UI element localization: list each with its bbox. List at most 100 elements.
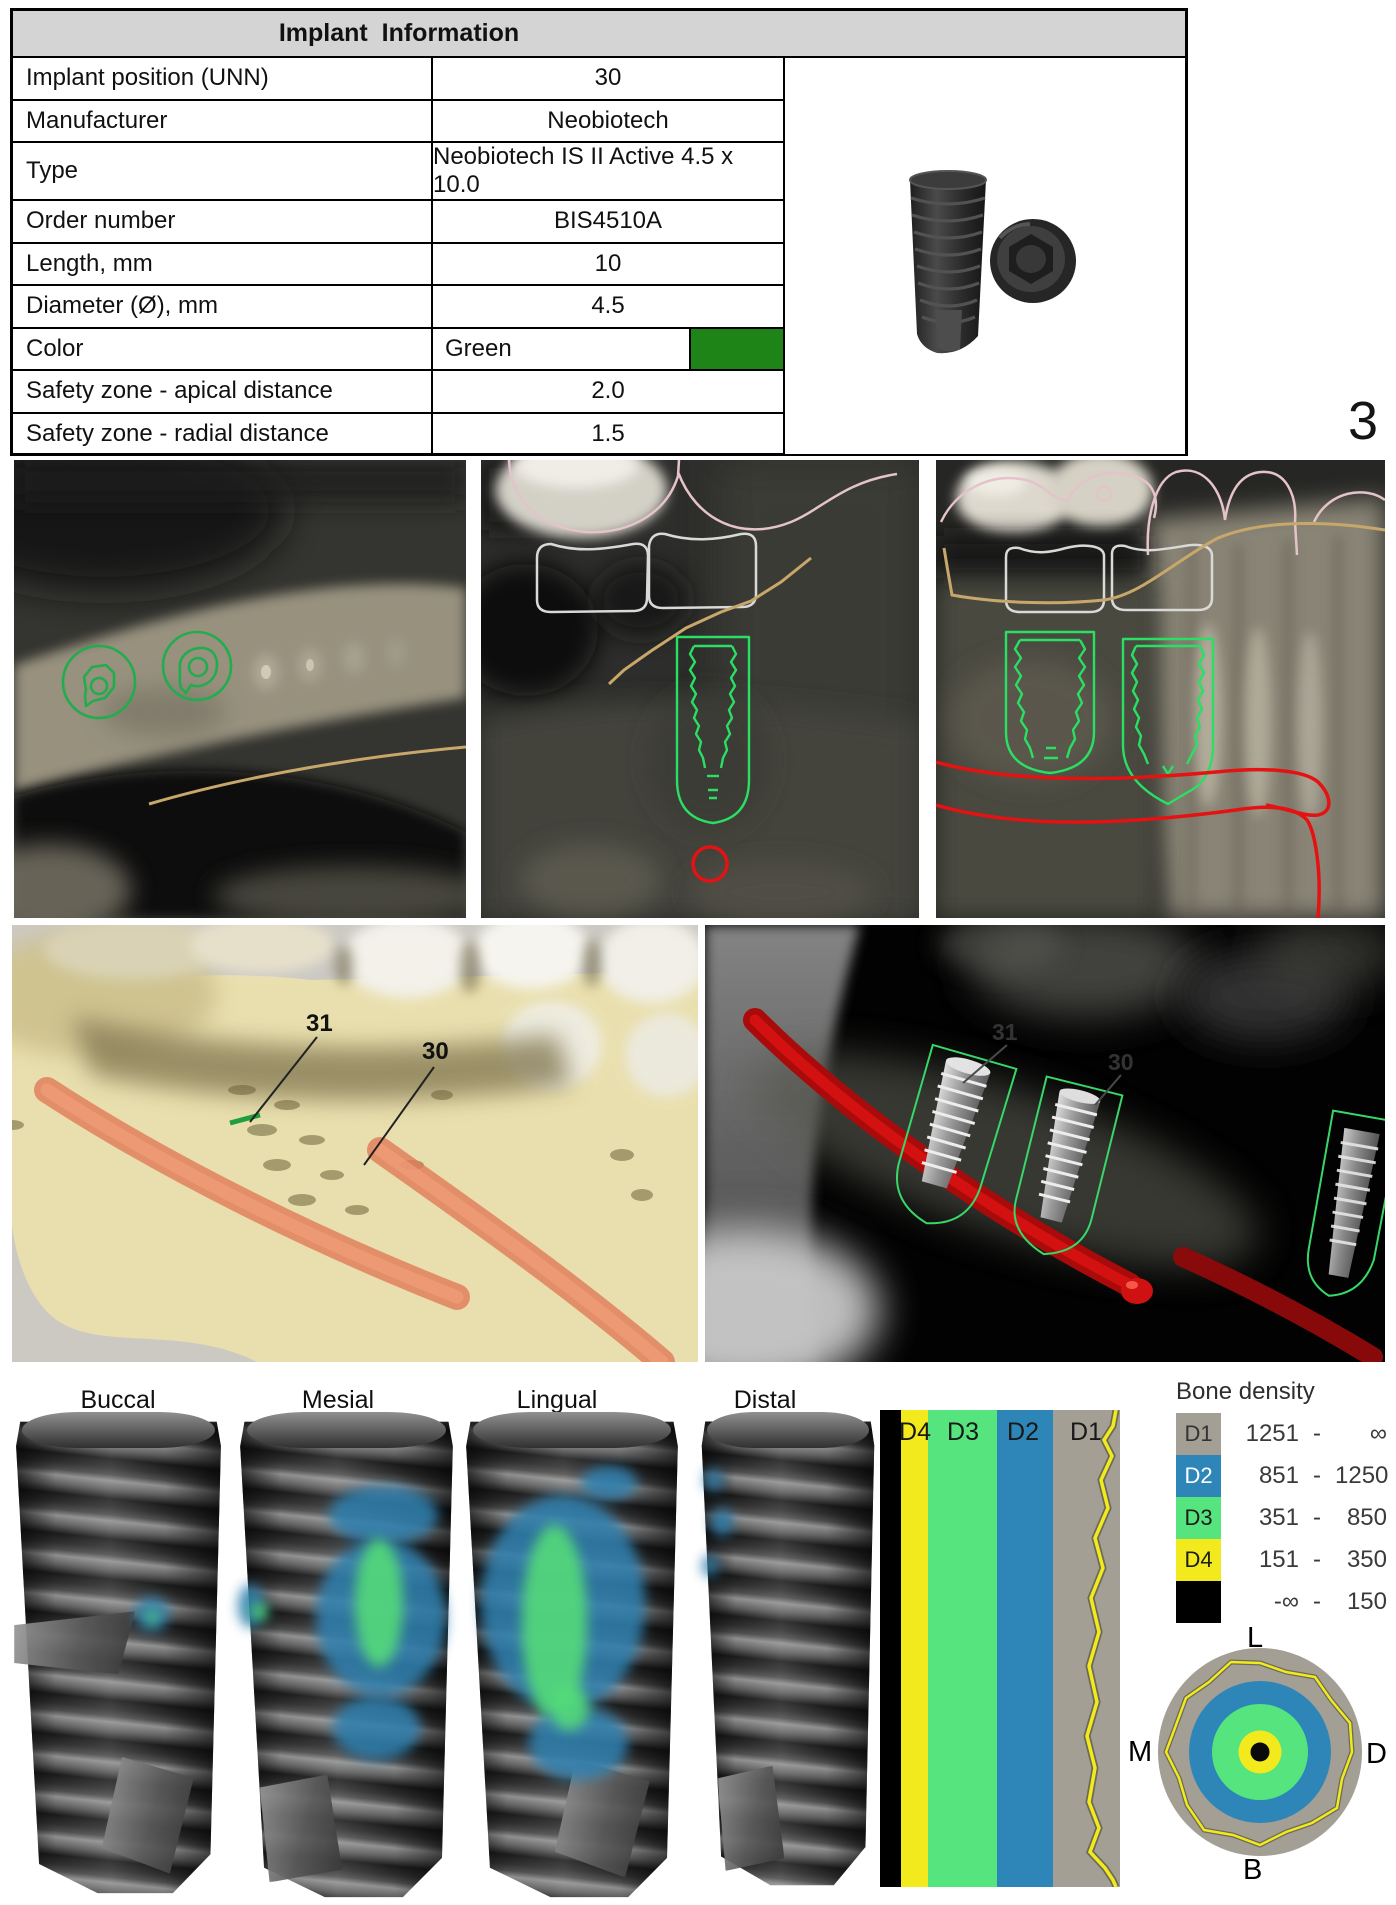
view-label-mesial: Mesial [301, 1386, 375, 1414]
color-name: Green [445, 334, 512, 362]
nerve-canal-xray [743, 1008, 1383, 1362]
implant-outline-green [675, 635, 751, 825]
density-overlay [550, 1686, 590, 1731]
page-number: 3 [1347, 391, 1378, 451]
row-value: Neobiotech [547, 106, 669, 134]
panoramic-curve [148, 745, 466, 806]
density-overlay [329, 1485, 438, 1545]
ct-cross-section-panel [481, 460, 919, 918]
ct-axial-image [14, 460, 466, 918]
density-overlay [710, 1507, 734, 1537]
table-row: Diameter (Ø), mm 4.5 [13, 286, 783, 329]
implant-screw-top [707, 1412, 869, 1448]
density-overlay [701, 1555, 718, 1577]
density-cross-section-diagram [1158, 1648, 1362, 1856]
row-label: Color [13, 328, 433, 369]
implant-screw-top [246, 1412, 447, 1448]
legend-row-below: -∞ - 150 [1176, 1581, 1390, 1623]
range-to: 150 [1346, 1588, 1387, 1615]
implant-render-icon [909, 170, 1076, 354]
implant-partial-xray [1306, 1109, 1385, 1297]
legend-swatch-d2: D2 [1176, 1455, 1221, 1497]
nerve-canal-contour [936, 760, 1331, 918]
range-dash: - [1313, 1504, 1321, 1531]
implant-label-31: 31 [992, 1019, 1018, 1045]
xray-render-panel: 31 30 [705, 925, 1385, 1362]
implant-product-image [785, 58, 1185, 454]
row-label: Type [13, 143, 433, 199]
legend-row-d1: D1 1251 - ∞ [1176, 1413, 1390, 1455]
table-row: Order number BIS4510A [13, 201, 783, 244]
leader-line [962, 1044, 1008, 1084]
range-dash: - [1313, 1588, 1321, 1615]
implant-view-buccal [14, 1412, 223, 1898]
crown-contours-white [535, 532, 758, 614]
legend-title: Bone density [1176, 1378, 1315, 1405]
row-value: Green [433, 328, 783, 369]
density-overlay [333, 1696, 421, 1760]
implant-info-table: Implant Information Implant position (UN… [10, 8, 1188, 456]
implant-view-lingual [464, 1412, 680, 1902]
legend-swatch-d3: D3 [1176, 1497, 1221, 1539]
panoramic-curve [942, 521, 1385, 605]
bone-3d-image: 31 30 [12, 925, 698, 1362]
row-value: 1.5 [591, 419, 625, 447]
table-row: Implant position (UNN) 30 [13, 58, 783, 101]
density-boundary-ring [1163, 1659, 1355, 1848]
density-overlay [251, 1603, 269, 1621]
range-from: 351 [1258, 1504, 1299, 1531]
screw-flute [259, 1774, 343, 1883]
legend-swatch-below [1176, 1581, 1221, 1623]
range-dash: - [1313, 1546, 1321, 1573]
row-label: Safety zone - apical distance [13, 371, 433, 412]
table-rows: Implant position (UNN) 30 Manufacturer N… [13, 58, 785, 454]
implant-outlines-green [1004, 630, 1215, 806]
color-swatch [689, 328, 783, 369]
nerve-canal-contour [691, 845, 729, 883]
row-value: 30 [594, 64, 622, 92]
bone-density-legend: Bone density D1 1251 - ∞ D2 851 - 1250 D… [1176, 1378, 1390, 1623]
row-value: 2.0 [591, 377, 625, 405]
table-row: Safety zone - apical distance 2.0 [13, 371, 783, 414]
ct-axial-panel [14, 460, 466, 918]
table-row: Safety zone - radial distance 1.5 [13, 413, 783, 454]
range-from: 1251 [1245, 1420, 1299, 1447]
bone-3d-render-panel: 31 30 [12, 925, 698, 1362]
implant-label-31: 31 [306, 1010, 333, 1037]
row-label: Order number [13, 201, 433, 242]
orientation-label-distal: D [1366, 1738, 1387, 1770]
implant-cross-section-contours [61, 630, 233, 720]
row-value: 4.5 [591, 292, 625, 320]
view-label-distal: Distal [733, 1386, 797, 1414]
row-label: Implant position (UNN) [13, 58, 433, 99]
implant-31-xray [896, 1043, 1018, 1225]
table-row: Length, mm 10 [13, 243, 783, 286]
range-to: 1250 [1335, 1462, 1389, 1489]
range-to: 350 [1346, 1546, 1387, 1573]
implant-label-30: 30 [422, 1038, 449, 1065]
ct-panoramic-image [936, 460, 1385, 918]
implant-screw-top [22, 1412, 215, 1448]
legend-swatch-d1: D1 [1176, 1413, 1221, 1455]
range-dash: - [1313, 1462, 1321, 1489]
stripe-d1 [1053, 1410, 1120, 1887]
table-header: Implant Information [13, 11, 1185, 58]
implant-view-mesial [238, 1412, 455, 1902]
row-label: Diameter (Ø), mm [13, 286, 433, 327]
panoramic-curve [607, 556, 812, 686]
range-to: ∞ [1369, 1420, 1387, 1447]
orientation-label-lingual: L [1247, 1622, 1264, 1654]
implant-30-xray [1013, 1075, 1124, 1256]
leader-line [363, 1066, 435, 1166]
view-label-lingual: Lingual [516, 1386, 598, 1414]
table-row: Manufacturer Neobiotech [13, 100, 783, 143]
column-label-d2: D2 [1007, 1418, 1039, 1446]
column-label-d1: D1 [1070, 1418, 1102, 1446]
orientation-label-buccal: B [1243, 1854, 1263, 1886]
xray-image: 31 30 [705, 925, 1385, 1362]
orientation-label-mesial: M [1128, 1736, 1153, 1768]
view-label-buccal: Buccal [80, 1386, 156, 1414]
row-label: Safety zone - radial distance [13, 413, 433, 454]
leader-line [1094, 1074, 1122, 1106]
